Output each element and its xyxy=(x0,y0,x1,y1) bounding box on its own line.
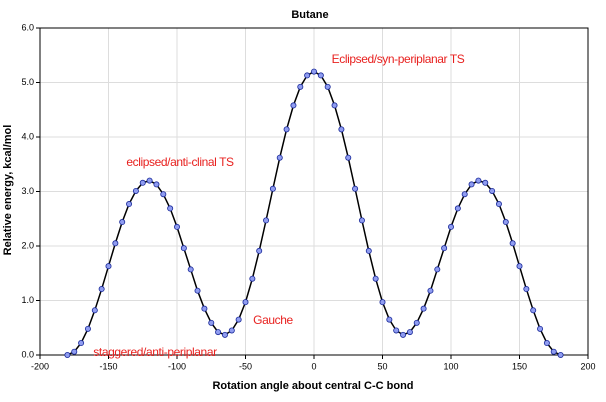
data-point xyxy=(228,327,235,334)
data-point xyxy=(64,351,71,358)
data-point xyxy=(139,179,146,186)
data-point xyxy=(180,245,187,252)
annotation: eclipsed/anti-clinal TS xyxy=(126,155,234,169)
x-tick-label: 150 xyxy=(512,361,527,371)
data-point xyxy=(91,307,98,314)
data-point xyxy=(400,331,407,338)
data-point xyxy=(119,219,126,226)
data-point xyxy=(379,299,386,306)
data-point xyxy=(221,331,228,338)
data-point xyxy=(557,351,564,358)
annotation: Gauche xyxy=(253,313,293,327)
data-point xyxy=(352,185,359,192)
data-point xyxy=(98,286,105,293)
data-point xyxy=(550,348,557,355)
data-point xyxy=(194,287,201,294)
data-point xyxy=(413,319,420,326)
data-point xyxy=(406,329,413,336)
annotation: staggered/anti-periplanar xyxy=(93,345,217,359)
x-tick-label: 200 xyxy=(580,361,595,371)
data-point xyxy=(530,307,537,314)
data-point xyxy=(153,181,160,188)
data-point xyxy=(393,327,400,334)
data-point xyxy=(310,68,317,75)
data-point xyxy=(495,201,502,208)
data-point xyxy=(132,187,139,194)
data-point xyxy=(331,102,338,109)
y-axis-label: Relative energy, kcal/mol xyxy=(2,125,14,256)
data-point xyxy=(447,223,454,230)
data-point xyxy=(365,247,372,254)
x-tick-label: -150 xyxy=(99,361,117,371)
data-point xyxy=(263,217,270,224)
data-point xyxy=(338,126,345,133)
y-tick-label: 1.0 xyxy=(21,295,34,305)
data-point xyxy=(78,340,85,347)
x-tick-label: 0 xyxy=(311,361,316,371)
x-tick-label: -50 xyxy=(239,361,252,371)
data-point xyxy=(160,191,167,198)
data-point xyxy=(434,266,441,273)
data-point xyxy=(146,177,153,184)
data-point xyxy=(242,299,249,306)
plot-frame xyxy=(39,27,589,356)
data-point xyxy=(235,316,242,323)
data-point xyxy=(283,126,290,133)
x-tick-label: -200 xyxy=(31,361,49,371)
data-point xyxy=(126,201,133,208)
data-point xyxy=(256,247,263,254)
data-point xyxy=(468,181,475,188)
y-tick-label: 0.0 xyxy=(21,349,34,359)
data-point xyxy=(324,83,331,90)
x-tick-label: -100 xyxy=(168,361,186,371)
data-point xyxy=(427,287,434,294)
data-point xyxy=(441,245,448,252)
data-point xyxy=(537,325,544,332)
data-point xyxy=(386,316,393,323)
data-point xyxy=(208,319,215,326)
data-point xyxy=(523,286,530,293)
data-point xyxy=(84,325,91,332)
data-point xyxy=(317,72,324,79)
data-point xyxy=(461,191,468,198)
data-point xyxy=(167,205,174,212)
x-tick-label: 100 xyxy=(443,361,458,371)
data-point xyxy=(290,102,297,109)
data-point xyxy=(358,217,365,224)
data-point xyxy=(112,240,119,247)
data-point xyxy=(215,329,222,336)
data-point xyxy=(304,72,311,79)
y-tick-label: 6.0 xyxy=(21,22,34,32)
y-tick-label: 5.0 xyxy=(21,77,34,87)
x-axis-label: Rotation angle about central C-C bond xyxy=(212,380,413,392)
data-point xyxy=(482,179,489,186)
data-point xyxy=(249,275,256,282)
data-point xyxy=(187,266,194,273)
data-point xyxy=(543,340,550,347)
data-point xyxy=(173,223,180,230)
x-tick-label: 50 xyxy=(377,361,387,371)
data-point xyxy=(345,154,352,161)
data-point xyxy=(420,305,427,312)
data-point xyxy=(71,348,78,355)
data-point xyxy=(201,305,208,312)
data-point xyxy=(372,275,379,282)
y-tick-label: 4.0 xyxy=(21,131,34,141)
chart-title: Butane xyxy=(291,9,328,21)
data-point xyxy=(509,240,516,247)
data-point xyxy=(454,205,461,212)
data-point xyxy=(475,177,482,184)
data-point xyxy=(502,219,509,226)
y-tick-label: 3.0 xyxy=(21,186,34,196)
y-tick-label: 2.0 xyxy=(21,240,34,250)
data-point xyxy=(297,83,304,90)
data-point xyxy=(516,263,523,270)
data-point xyxy=(105,263,112,270)
data-point xyxy=(489,187,496,194)
data-point xyxy=(276,154,283,161)
data-point xyxy=(269,185,276,192)
annotation: Eclipsed/syn-periplanar TS xyxy=(332,52,465,66)
